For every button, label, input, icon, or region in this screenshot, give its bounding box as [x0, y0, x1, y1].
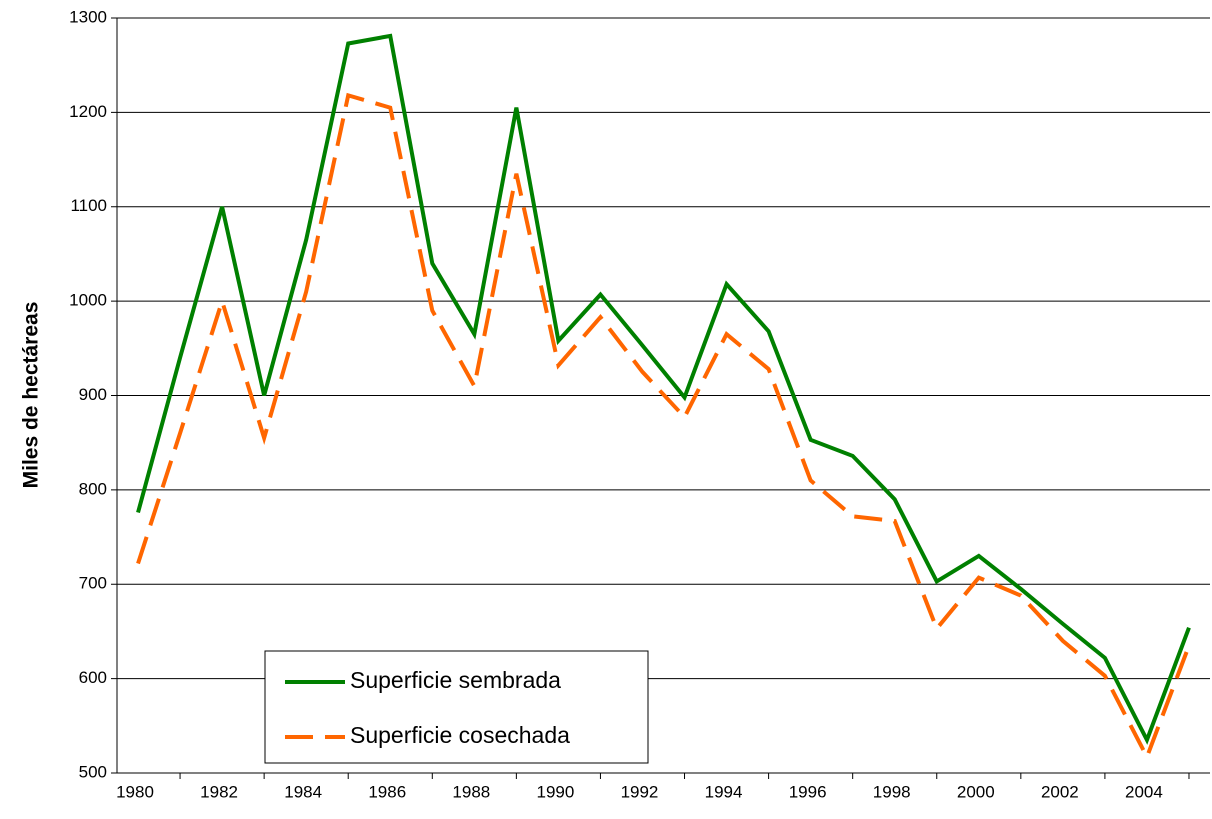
x-tick-label: 2004 — [1125, 782, 1163, 801]
legend-label: Superficie sembrada — [350, 667, 561, 693]
y-tick-label: 900 — [79, 385, 107, 404]
x-tick-label: 1980 — [116, 782, 154, 801]
x-tick-label: 2002 — [1041, 782, 1079, 801]
y-tick-label: 1000 — [69, 291, 107, 310]
x-tick-label: 2000 — [957, 782, 995, 801]
y-tick-label: 500 — [79, 762, 107, 781]
y-tick-label: 1100 — [70, 196, 107, 215]
x-tick-label: 1984 — [284, 782, 322, 801]
y-tick-label: 600 — [79, 668, 107, 687]
x-tick-label: 1988 — [452, 782, 490, 801]
x-tick-label: 1982 — [200, 782, 238, 801]
x-tick-label: 1986 — [368, 782, 406, 801]
legend-label: Superficie cosechada — [350, 722, 570, 748]
series-line — [136, 33, 1191, 745]
y-tick-label: 800 — [79, 479, 107, 498]
x-tick-label: 1992 — [621, 782, 659, 801]
x-tick-label: 1996 — [789, 782, 827, 801]
y-tick-label: 1200 — [69, 102, 107, 121]
x-tick-label: 1990 — [536, 782, 574, 801]
y-tick-label: 1300 — [69, 7, 107, 26]
y-axis-label: Miles de hectáreas — [20, 302, 43, 489]
y-tick-label: 700 — [79, 574, 107, 593]
x-tick-label: 1994 — [705, 782, 743, 801]
x-tick-label: 1998 — [873, 782, 911, 801]
legend-box — [264, 650, 649, 764]
series-line — [136, 92, 1191, 762]
